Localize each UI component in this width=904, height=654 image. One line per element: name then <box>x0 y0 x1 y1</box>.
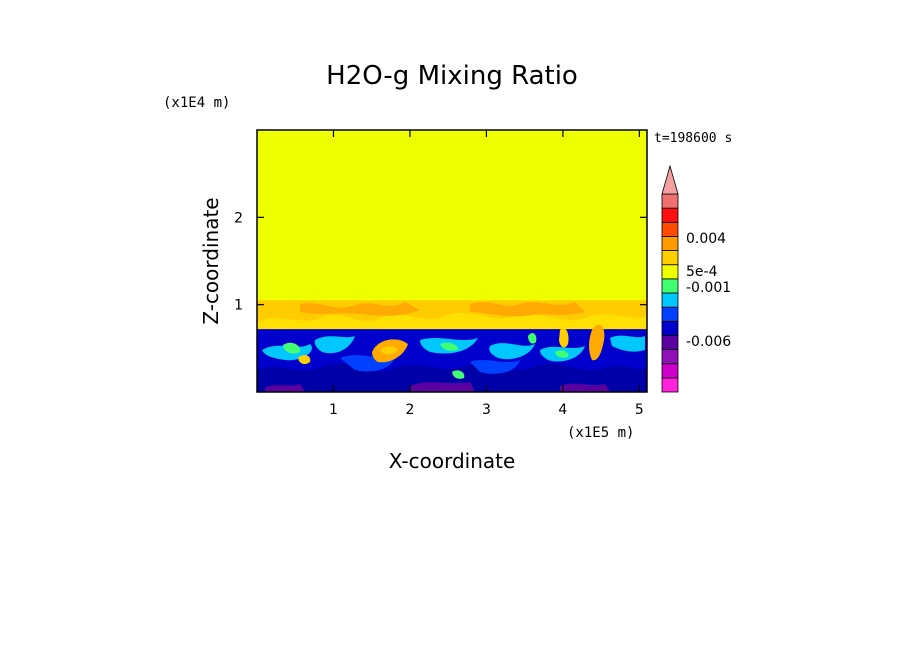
lower-patch <box>589 324 605 361</box>
colorbar-label: -0.006 <box>686 334 731 350</box>
x-axis-label: X-coordinate <box>389 449 516 473</box>
lower-patch <box>559 328 569 348</box>
x-tick-label: 5 <box>635 402 644 418</box>
colorbar-segment <box>661 335 679 350</box>
lower-patch <box>489 343 535 360</box>
lower-patch <box>380 346 398 355</box>
x-tick-label: 2 <box>405 402 414 418</box>
x-axis-ticks: 1 2 3 4 5 <box>329 130 644 418</box>
layer-upper <box>257 130 647 305</box>
lower-patch <box>283 342 301 354</box>
y-axis-ticks: 12 <box>234 210 647 314</box>
colorbar-label: 5e-4 <box>686 264 718 280</box>
colorbar-segment <box>661 193 679 209</box>
y-unit-label: (x1E4 m) <box>163 95 230 111</box>
colorbar-segment <box>661 264 679 280</box>
colorbar-label: -0.001 <box>686 280 731 296</box>
lower-patch <box>314 336 355 354</box>
x-tick-label: 1 <box>329 402 338 418</box>
colorbar <box>661 164 679 393</box>
colorbar-segment <box>661 377 679 393</box>
lower-patch <box>298 355 311 365</box>
colorbar-extend-arrow <box>661 164 679 195</box>
lower-patch <box>610 335 645 352</box>
y-axis-label: Z-coordinate <box>199 197 223 324</box>
y-tick-label: 2 <box>234 210 243 226</box>
lower-patch <box>265 382 610 392</box>
plot-area <box>257 130 647 392</box>
colorbar-label: 0.004 <box>686 231 726 247</box>
lower-patch <box>452 370 465 379</box>
time-label: t=198600 s <box>654 131 732 146</box>
transition-patch <box>257 312 647 332</box>
x-tick-label: 3 <box>482 402 491 418</box>
colorbar-segment <box>661 320 679 336</box>
colorbar-segment <box>661 250 679 266</box>
chart-title: H2O-g Mixing Ratio <box>326 61 578 91</box>
colorbar-segment <box>661 221 679 237</box>
lower-patch <box>440 342 459 351</box>
transition-patch <box>470 302 585 317</box>
colorbar-segment <box>661 236 679 251</box>
colorbar-segment <box>661 278 679 294</box>
lower-patch <box>257 363 647 392</box>
colorbar-segment <box>661 363 679 379</box>
lower-patch <box>555 350 569 358</box>
y-tick-label: 1 <box>234 298 243 314</box>
transition-patch <box>300 302 420 316</box>
colorbar-segment <box>661 349 679 365</box>
colorbar-segment <box>661 306 679 322</box>
colorbar-segment <box>661 207 679 223</box>
x-unit-label: (x1E5 m) <box>567 425 634 441</box>
lower-patch <box>528 333 537 344</box>
plot-border <box>256 129 648 393</box>
lower-patch <box>470 360 520 374</box>
x-tick-label: 4 <box>558 402 567 418</box>
colorbar-segment <box>661 292 679 308</box>
